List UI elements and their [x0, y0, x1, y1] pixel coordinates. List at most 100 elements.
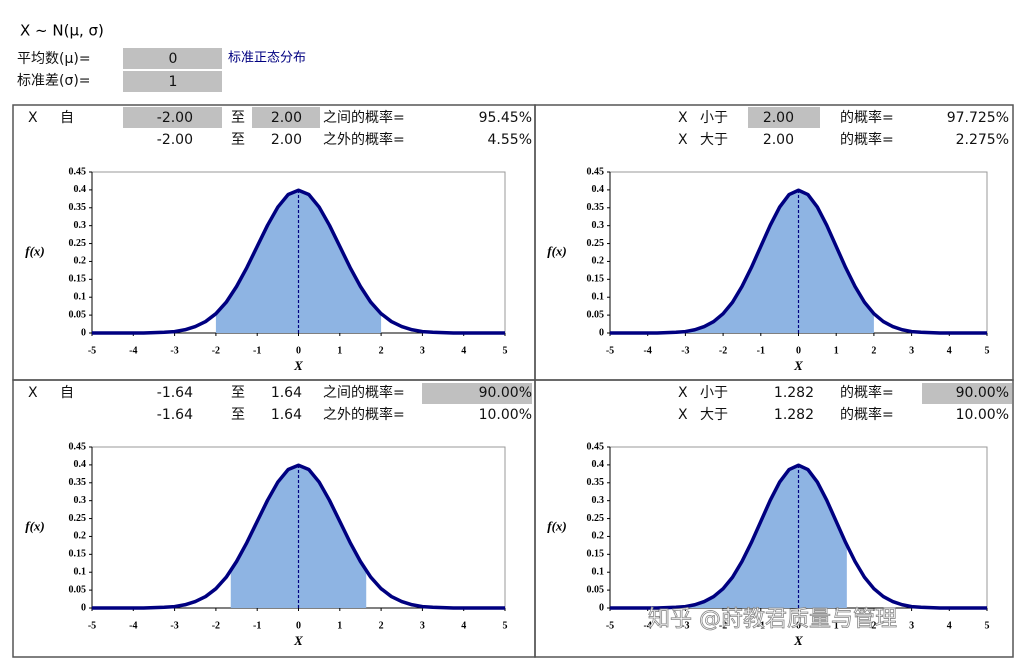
- y-tick-label: 0.45: [587, 441, 605, 452]
- x-axis-label: X: [793, 633, 803, 648]
- x-tick-label: -3: [681, 345, 689, 356]
- cell-text: 90.00%: [479, 385, 532, 401]
- cell-text: 97.725%: [947, 110, 1009, 126]
- y-tick-label: 0.45: [587, 166, 605, 177]
- y-tick-label: 0: [599, 327, 604, 338]
- watermark: 知乎 @莳教君质量与管理: [648, 607, 897, 632]
- cell-text: 的概率=: [840, 131, 894, 148]
- panel-borders: [12, 104, 1014, 658]
- x-tick-label: -2: [719, 345, 727, 356]
- cell-text: 自: [60, 385, 74, 401]
- cell-text: X: [28, 385, 38, 401]
- x-tick-label: 3: [420, 620, 425, 631]
- y-tick-label: 0.2: [74, 256, 87, 267]
- cell-text: 95.45%: [479, 110, 532, 126]
- x-tick-label: -2: [212, 345, 220, 356]
- density-curve: [92, 188, 505, 335]
- y-tick-label: 0: [599, 602, 604, 613]
- mean-value[interactable]: 0: [169, 51, 178, 67]
- y-tick-label: 0.35: [69, 202, 87, 213]
- y-tick-label: 0.1: [592, 567, 605, 578]
- input-cell[interactable]: [123, 48, 222, 69]
- x-tick-label: 5: [503, 345, 508, 356]
- x-tick-label: -2: [212, 620, 220, 631]
- cell-text: 小于: [700, 385, 728, 401]
- x-tick-label: 5: [503, 620, 508, 631]
- sheet-title: X ~ N(μ, σ): [20, 22, 104, 40]
- x-tick-label: 5: [985, 345, 990, 356]
- input-cell[interactable]: [123, 71, 222, 92]
- cell-text: 至: [231, 385, 245, 401]
- x-tick-label: 4: [461, 620, 466, 631]
- cell-text: X: [678, 385, 688, 401]
- cell-text: 1.282: [774, 385, 814, 401]
- y-tick-label: 0.2: [592, 256, 605, 267]
- x-axis-label: X: [793, 358, 803, 373]
- y-tick-label: 0.15: [69, 274, 87, 285]
- cell-text: 1.64: [271, 407, 302, 423]
- x-tick-label: 0: [296, 345, 301, 356]
- y-axis-label: f(x): [25, 518, 45, 533]
- cell-text: 的概率=: [840, 384, 894, 401]
- cell-text: 小于: [700, 110, 728, 126]
- density-curve: [610, 188, 987, 335]
- x-tick-label: 4: [947, 345, 952, 356]
- cell-text: X: [678, 110, 688, 126]
- cell-text: 之间的概率=: [323, 109, 405, 126]
- y-tick-label: 0.3: [74, 220, 87, 231]
- density-curve: [92, 463, 505, 610]
- y-tick-label: 0.15: [587, 274, 605, 285]
- x-tick-label: 1: [337, 620, 342, 631]
- y-tick-label: 0.35: [587, 477, 605, 488]
- input-cell[interactable]: [922, 383, 1012, 404]
- cell-text: 之外的概率=: [323, 406, 405, 423]
- y-tick-label: 0.35: [69, 477, 87, 488]
- y-tick-label: 0: [81, 327, 86, 338]
- cell-text: X: [678, 407, 688, 423]
- y-tick-label: 0.25: [587, 238, 605, 249]
- y-tick-label: 0.35: [587, 202, 605, 213]
- input-cell[interactable]: [123, 107, 222, 128]
- cell-text: -1.64: [157, 385, 193, 401]
- cell-text: 的概率=: [840, 406, 894, 423]
- cell-text: 2.00: [271, 132, 302, 148]
- x-tick-label: 2: [379, 620, 384, 631]
- y-axis-label: f(x): [547, 243, 567, 258]
- x-tick-label: -1: [757, 345, 765, 356]
- cell-text: X: [678, 132, 688, 148]
- cell-text: X: [28, 110, 38, 126]
- cell-text: 至: [231, 407, 245, 423]
- x-tick-label: -1: [757, 620, 765, 631]
- shaded-area: [610, 465, 847, 608]
- y-axis-label: f(x): [547, 518, 567, 533]
- x-tick-label: -5: [606, 345, 614, 356]
- y-tick-label: 0.1: [592, 292, 605, 303]
- y-tick-label: 0.3: [74, 495, 87, 506]
- sd-value[interactable]: 1: [169, 74, 178, 90]
- x-tick-label: 4: [947, 620, 952, 631]
- x-tick-label: -3: [170, 620, 178, 631]
- cell-text: 10.00%: [956, 407, 1009, 423]
- x-tick-label: 4: [461, 345, 466, 356]
- chart: 0 0.05 0.1 0.15 0.2 0.25 0.3 0.35 0.4 0.45 -5 -4 -3 -…: [25, 441, 507, 648]
- y-tick-label: 0.05: [587, 309, 605, 320]
- y-tick-label: 0.05: [69, 584, 87, 595]
- x-tick-label: 2: [379, 345, 384, 356]
- cell-text: 之外的概率=: [323, 131, 405, 148]
- x-axis-label: X: [293, 633, 303, 648]
- x-tick-label: 3: [420, 345, 425, 356]
- y-tick-label: 0.4: [74, 459, 87, 470]
- y-tick-label: 0.25: [69, 238, 87, 249]
- x-tick-label: 2: [871, 620, 876, 631]
- y-tick-label: 0.2: [74, 531, 87, 542]
- y-axis-label: f(x): [25, 243, 45, 258]
- x-tick-label: -4: [129, 345, 137, 356]
- cell-text: 10.00%: [479, 407, 532, 423]
- x-tick-label: 0: [796, 620, 801, 631]
- cell-text: 4.55%: [488, 132, 532, 148]
- chart: 0 0.05 0.1 0.15 0.2 0.25 0.3 0.35 0.4 0.45 -5 -4 -3 -…: [547, 441, 989, 648]
- input-cell[interactable]: [422, 383, 532, 404]
- y-tick-label: 0.1: [74, 567, 87, 578]
- input-cell[interactable]: [252, 107, 320, 128]
- input-cell[interactable]: [748, 107, 820, 128]
